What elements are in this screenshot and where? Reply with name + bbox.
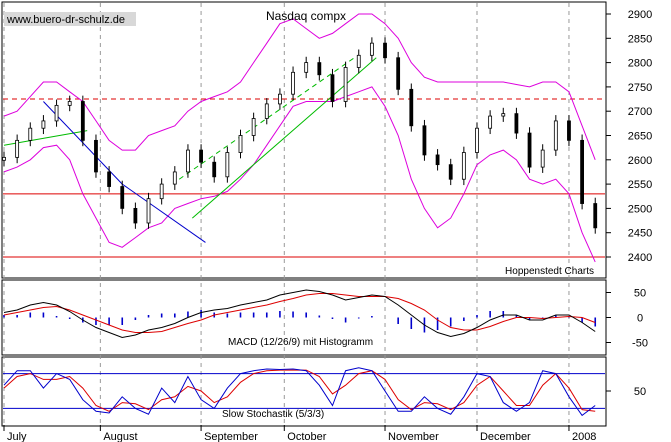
watermark: www.buero-dr-schulz.de [6,14,125,26]
candle-body [107,171,112,187]
candle-body [593,203,598,229]
x-tick-label: 2008 [572,431,596,442]
candle-body [527,132,532,168]
price-y-tick-label: 2500 [628,203,652,215]
stochastic-layer [3,367,605,417]
candle-body [383,42,387,59]
axis-layer: July August September October November Decemb… [3,9,652,442]
macd-line [3,289,596,339]
candle-body [435,154,440,166]
stochastic-title: Slow Stochastik (5/3/3) [222,409,324,420]
candle-body [291,71,295,95]
price-panel-frame [1,1,607,279]
x-tick-label: August [103,431,137,442]
candle-body [133,207,138,224]
price-y-tick-label: 2400 [628,252,652,264]
candle-body [54,104,59,122]
candle-body [2,156,6,161]
candle-body [488,115,493,129]
candle-body [94,139,98,173]
candle-body [251,118,256,136]
candle-body [409,88,414,127]
macd-title: MACD (12/26/9) mit Histogramm [228,337,373,348]
candle-body [199,149,203,163]
candle-body [278,93,282,105]
price-y-tick-label: 2600 [628,155,652,167]
price-y-tick-label: 2850 [628,33,652,45]
candle-body [422,125,427,156]
macd-y-tick-label: -50 [632,338,648,350]
price-y-tick-label: 2700 [628,106,652,118]
candle-body [186,149,190,173]
x-tick-label: July [7,431,27,442]
vertical-grid [3,3,570,425]
candle-body [475,127,479,153]
candle-body [15,139,20,158]
price-y-tick-label: 2900 [628,9,652,21]
x-tick-label: December [480,431,531,442]
candle-body [461,152,466,180]
candle-body [159,183,164,200]
macd-y-tick-label: 50 [634,288,646,300]
x-tick-label: November [388,431,439,442]
macd-signal-line [3,293,596,333]
candle-body [238,135,243,153]
stochastic-y-tick-label: 50 [634,386,646,398]
price-layer [2,13,605,263]
price-y-tick-label: 2650 [628,131,652,143]
candle-body [225,152,230,178]
candle-body [356,54,361,68]
candle-body [540,149,545,168]
price-y-tick-label: 2800 [628,58,652,70]
candle-body [212,161,217,178]
candle-body [553,120,558,151]
candle-body [369,42,374,56]
candle-body [67,101,72,106]
candle-body [264,103,269,119]
candle-body [501,113,506,117]
candle-body [120,186,125,209]
candle-body [172,171,177,185]
x-tick-label: September [204,431,258,442]
candle-body [330,74,335,102]
candle-body [448,164,453,180]
credit-label: Hoppenstedt Charts [505,266,594,277]
bollinger-lower-line [3,86,596,263]
trendline [121,183,206,243]
candle-body [317,62,322,76]
price-y-tick-label: 2550 [628,179,652,191]
candle-body [343,67,348,102]
stochastic-k-line [3,367,596,417]
price-y-tick-label: 2750 [628,82,652,94]
macd-layer [3,289,597,339]
price-chart-title: Nasdaq compx [266,9,346,23]
candle-body [28,127,33,141]
watermark-background [4,12,136,26]
candle-body [580,139,585,204]
candle-body [41,120,46,129]
candle-body [304,62,309,73]
candle-body [514,113,519,134]
candle-body [146,198,151,224]
bollinger-upper-line [3,13,596,160]
candle-body [567,120,571,141]
x-tick-label: October [287,431,326,442]
price-y-tick-label: 2450 [628,228,652,240]
macd-y-tick-label: 0 [637,313,643,325]
candle-body [396,57,401,90]
candle-body [80,101,85,141]
